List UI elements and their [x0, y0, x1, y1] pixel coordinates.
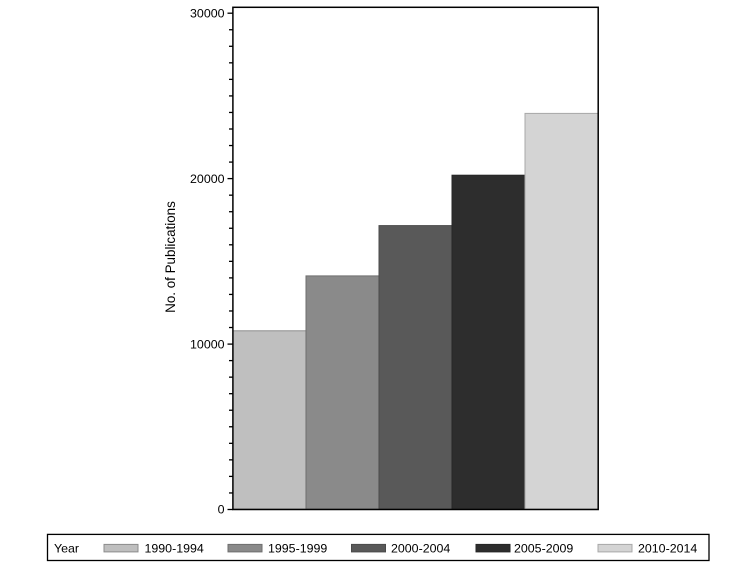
svg-text:2000-2004: 2000-2004 — [391, 541, 450, 555]
svg-text:0: 0 — [218, 503, 225, 517]
svg-text:30000: 30000 — [190, 7, 225, 21]
svg-text:1995-1999: 1995-1999 — [268, 541, 327, 555]
svg-text:2010-2014: 2010-2014 — [638, 541, 697, 555]
svg-text:20000: 20000 — [190, 172, 225, 186]
svg-text:Year: Year — [54, 541, 79, 555]
svg-text:No. of Publications: No. of Publications — [163, 201, 178, 313]
svg-text:1990-1994: 1990-1994 — [145, 541, 204, 555]
svg-text:10000: 10000 — [190, 337, 225, 351]
svg-text:2005-2009: 2005-2009 — [514, 541, 573, 555]
